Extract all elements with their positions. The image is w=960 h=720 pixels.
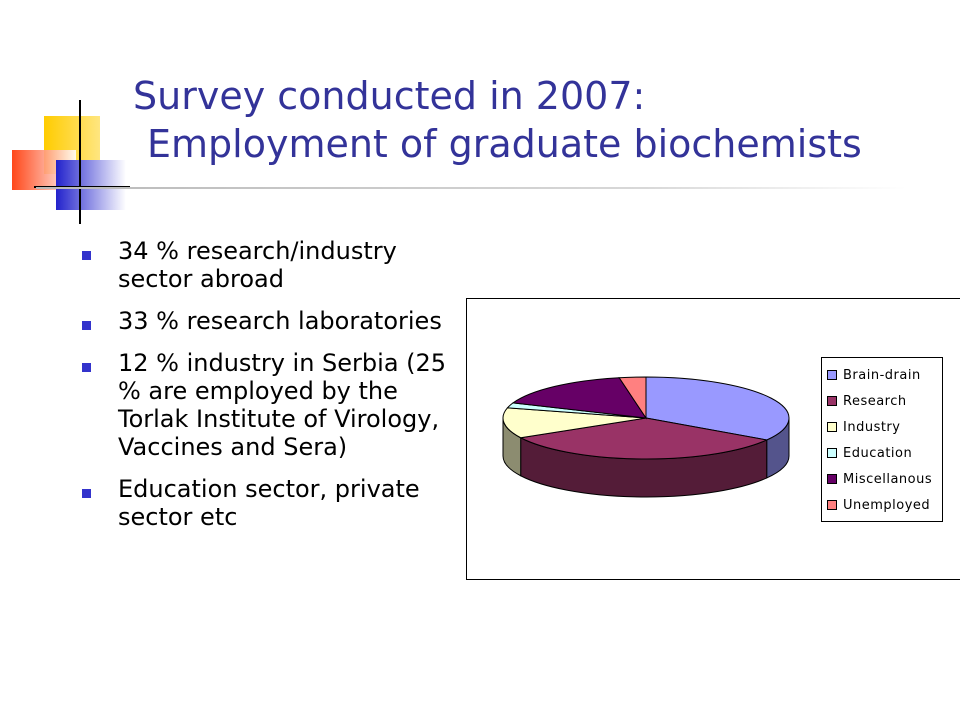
pie-slice-unemployed: [618, 376, 647, 420]
chart-legend: Brain-drain Research Industry Education Misc…: [821, 357, 943, 522]
legend-swatch: [827, 448, 837, 458]
pie-chart: [502, 376, 790, 498]
title-divider: [36, 187, 906, 189]
legend-swatch: [827, 396, 837, 406]
slide-title-line1: Survey conducted in 2007:: [133, 74, 646, 118]
legend-label: Industry: [843, 419, 901, 435]
legend-swatch: [827, 474, 837, 484]
legend-item: Education: [827, 440, 937, 466]
legend-label: Education: [843, 445, 913, 461]
bullet-item: Education sector, private sector etc: [78, 475, 463, 531]
bullet-text: 33 % research laboratories: [118, 307, 442, 335]
pie-chart-frame: Brain-drain Research Industry Education Misc…: [466, 298, 960, 580]
bullet-text: 34 % research/industry sector abroad: [118, 237, 397, 293]
legend-label: Unemployed: [843, 497, 931, 513]
pie-slice-industry: [502, 407, 647, 439]
legend-item: Research: [827, 388, 937, 414]
legend-swatch: [827, 370, 837, 380]
slide-title: Survey conducted in 2007: Employment of …: [133, 72, 933, 168]
bullet-item: 12 % industry in Serbia (25 % are employ…: [78, 349, 463, 461]
bullet-square-icon: [82, 321, 91, 330]
bullet-square-icon: [82, 251, 91, 260]
slide-title-line2: Employment of graduate biochemists: [147, 122, 862, 166]
legend-label: Brain-drain: [843, 367, 921, 383]
legend-swatch: [827, 422, 837, 432]
legend-item: Miscellanous: [827, 466, 937, 492]
bullet-item: 33 % research laboratories: [78, 307, 463, 335]
bullet-square-icon: [82, 489, 91, 498]
legend-item: Unemployed: [827, 492, 937, 518]
pie-slice-miscellanous: [511, 377, 648, 419]
legend-swatch: [827, 500, 837, 510]
legend-label: Miscellanous: [843, 471, 933, 487]
bullet-text: Education sector, private sector etc: [118, 475, 420, 531]
legend-item: Industry: [827, 414, 937, 440]
legend-item: Brain-drain: [827, 362, 937, 388]
bullet-item: 34 % research/industry sector abroad: [78, 237, 463, 293]
bullet-square-icon: [82, 363, 91, 372]
bullet-text: 12 % industry in Serbia (25 % are employ…: [118, 349, 447, 461]
bullet-list: 34 % research/industry sector abroad 33 …: [78, 237, 463, 545]
legend-label: Research: [843, 393, 907, 409]
